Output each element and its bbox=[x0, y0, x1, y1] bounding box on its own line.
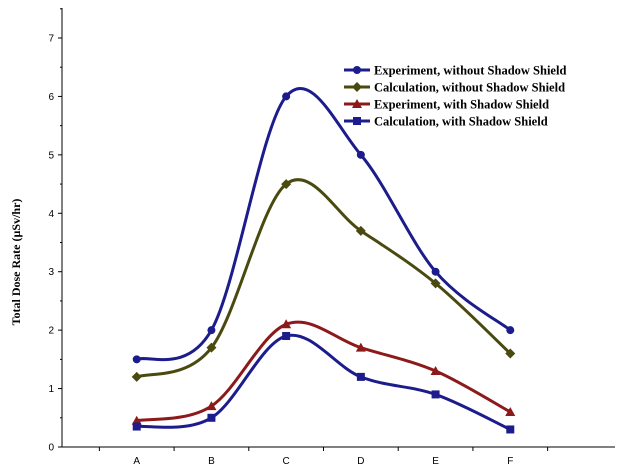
y-tick-label: 4 bbox=[48, 209, 54, 220]
point-marker-square bbox=[207, 414, 215, 422]
x-tick-label: E bbox=[432, 456, 439, 467]
y-axis-label: Total Dose Rate (µSv/hr) bbox=[9, 199, 23, 326]
y-tick-label: 5 bbox=[48, 150, 54, 161]
series-3 bbox=[132, 319, 516, 424]
legend: Experiment, without Shadow Shield Calcula… bbox=[344, 64, 566, 129]
y-tick-label: 0 bbox=[48, 443, 54, 454]
legend-label: Calculation, with Shadow Shield bbox=[374, 115, 548, 129]
legend-item: Calculation, without Shadow Shield bbox=[344, 81, 565, 95]
point-marker-circle bbox=[506, 326, 514, 334]
point-marker-square bbox=[432, 390, 440, 398]
x-tick-label: B bbox=[208, 456, 215, 467]
legend-item: Experiment, with Shadow Shield bbox=[344, 98, 549, 112]
point-marker-circle bbox=[432, 268, 440, 276]
legend-item: Calculation, with Shadow Shield bbox=[344, 115, 548, 129]
point-marker-circle bbox=[353, 66, 361, 74]
point-marker-diamond bbox=[132, 372, 142, 382]
point-marker-circle bbox=[282, 92, 290, 100]
y-tick-label: 1 bbox=[48, 384, 54, 395]
legend-label: Experiment, with Shadow Shield bbox=[374, 98, 549, 112]
y-tick-label: 7 bbox=[48, 34, 54, 45]
point-marker-square bbox=[133, 423, 141, 431]
x-tick-label: F bbox=[507, 456, 513, 467]
series-1 bbox=[133, 88, 515, 363]
point-marker-square bbox=[282, 332, 290, 340]
point-marker-square bbox=[357, 373, 365, 381]
series-line bbox=[137, 322, 511, 421]
series-line bbox=[137, 180, 511, 377]
y-tick-label: 2 bbox=[48, 326, 54, 337]
point-marker-diamond bbox=[352, 82, 362, 92]
series-layer bbox=[132, 88, 516, 433]
point-marker-circle bbox=[207, 326, 215, 334]
legend-label: Experiment, without Shadow Shield bbox=[374, 64, 566, 78]
legend-label: Calculation, without Shadow Shield bbox=[374, 81, 565, 95]
legend-item: Experiment, without Shadow Shield bbox=[344, 64, 566, 78]
series-line bbox=[137, 88, 511, 359]
x-tick-label: C bbox=[283, 456, 290, 467]
y-tick-label: 3 bbox=[48, 267, 54, 278]
x-tick-label: A bbox=[133, 456, 140, 467]
y-tick-label: 6 bbox=[48, 92, 54, 103]
point-marker-circle bbox=[357, 151, 365, 159]
point-marker-square bbox=[353, 117, 361, 125]
point-marker-square bbox=[506, 425, 514, 433]
x-tick-label: D bbox=[357, 456, 364, 467]
point-marker-circle bbox=[133, 355, 141, 363]
